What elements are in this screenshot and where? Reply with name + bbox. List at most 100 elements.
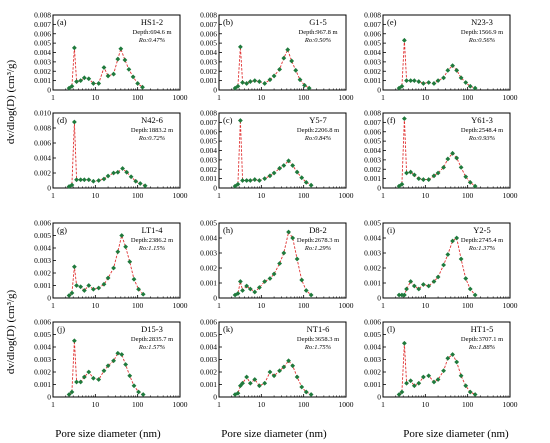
x-tick-label: 1 [51,191,55,200]
panel-label: (j) [57,324,65,334]
panel-label: (d) [57,115,67,125]
data-point [133,178,139,184]
y-tick-label: 0.005 [200,219,217,228]
y-tick-label: 0 [377,184,381,193]
data-point [66,293,72,298]
data-point [271,170,277,176]
x-tick-label: 100 [132,93,144,102]
data-point [450,63,455,69]
data-point [281,250,287,256]
data-point [416,380,422,386]
data-point [289,58,295,64]
data-point [235,83,241,89]
data-point [463,276,469,281]
x-tick-label: 1 [217,93,221,102]
data-point [445,156,451,162]
depth-text: Depth:3707.1 m [461,336,503,343]
data-point [130,74,136,80]
data-point [441,164,446,170]
data-point [290,163,296,168]
y-tick-label: 0.003 [200,57,217,66]
panel-d15-3: 0 0.001 0.002 0.003 0.004 0.005 0.006 1 10 100 100… [34,318,188,410]
data-point [137,181,143,186]
data-point [408,78,414,84]
panel-label: (g) [57,225,67,235]
depth-text: Depth:2206.8 m [297,127,339,134]
data-point [74,79,79,84]
x-tick-label: 1000 [339,191,354,200]
data-point [71,338,77,344]
data-point [297,77,303,83]
data-point [408,279,414,284]
sample-name: N42-6 [141,115,163,125]
data-point [131,383,137,389]
data-point [262,380,268,386]
data-point [86,369,92,375]
y-axis-label-top: dv/dlog(D) (cm³/g) [5,60,17,145]
y-tick-label: 0.006 [364,318,381,327]
panel-n23-3: 00.0010.0020.0030.0040.0050.0060.0070.00… [364,11,518,103]
y-tick-label: 0.006 [364,127,381,136]
data-point [271,73,277,79]
x-tick-label: 1 [217,191,221,200]
data-point [127,259,133,265]
y-tick-label: 0.004 [34,154,51,163]
data-point [118,46,124,52]
data-point [472,85,478,91]
ro-text: Ro:1.75% [304,344,332,351]
y-tick-label: 0.002 [200,67,217,76]
x-axis-label-right: Pore size diameter (nm) [403,428,509,440]
y-tick-label: 0.001 [34,281,51,290]
panels-group: 00.0010.0020.0030.0040.0050.0060.0070.00… [34,11,518,410]
x-tick-label: 100 [132,400,144,409]
y-tick-label: 0.003 [364,355,381,364]
plot-frame [218,222,347,299]
x-tick-label: 1000 [173,93,188,102]
data-point [396,292,402,298]
data-point [115,169,121,175]
data-point [463,80,469,85]
data-point [306,85,312,91]
y-tick-label: 0.003 [200,355,217,364]
y-tick-label: 0.001 [34,380,51,389]
data-point [101,281,107,287]
x-tick-label: 1 [51,93,55,102]
x-tick-label: 1 [217,400,221,409]
data-point [435,377,441,382]
data-point [240,178,245,183]
data-point [105,73,111,79]
x-tick-label: 10 [258,191,266,200]
data-point [408,378,414,384]
data-point [262,176,268,182]
sample-name: Y5-7 [309,115,326,125]
y-tick-label: 0.004 [34,244,51,253]
y-tick-label: 0.005 [364,39,381,48]
data-point [244,283,250,289]
data-point [135,81,141,86]
data-point [237,279,243,284]
data-point [431,81,437,86]
data-point [435,170,441,176]
panel-label: (b) [223,17,233,27]
data-point [404,380,409,386]
data-point [119,233,125,238]
y-tick-label: 0.004 [364,48,381,57]
depth-text: Depth:2386.2 m [131,237,173,244]
y-tick-label: 0.001 [200,174,217,183]
data-point [101,368,107,374]
data-point [244,178,250,183]
ro-text: Ro:0.56% [468,37,496,44]
y-tick-label: 0.006 [200,318,217,327]
x-tick-label: 100 [298,400,310,409]
data-point [290,235,296,241]
y-tick-label: 0.003 [200,249,217,258]
x-tick-label: 1000 [173,191,188,200]
y-tick-label: 0.006 [34,139,51,148]
data-point [277,66,282,72]
data-point [420,282,426,287]
x-tick-label: 1 [381,93,385,102]
plot-frame [218,112,347,189]
y-tick-label: 0.001 [200,76,217,85]
y-tick-label: 0.007 [200,118,217,127]
data-point [101,176,107,182]
